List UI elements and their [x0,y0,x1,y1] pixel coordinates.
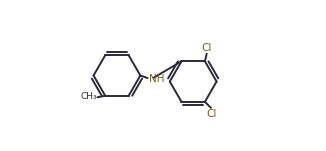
Text: NH: NH [149,74,165,84]
Text: Cl: Cl [201,43,212,53]
Text: CH₃: CH₃ [80,92,97,101]
Text: Cl: Cl [206,109,216,119]
